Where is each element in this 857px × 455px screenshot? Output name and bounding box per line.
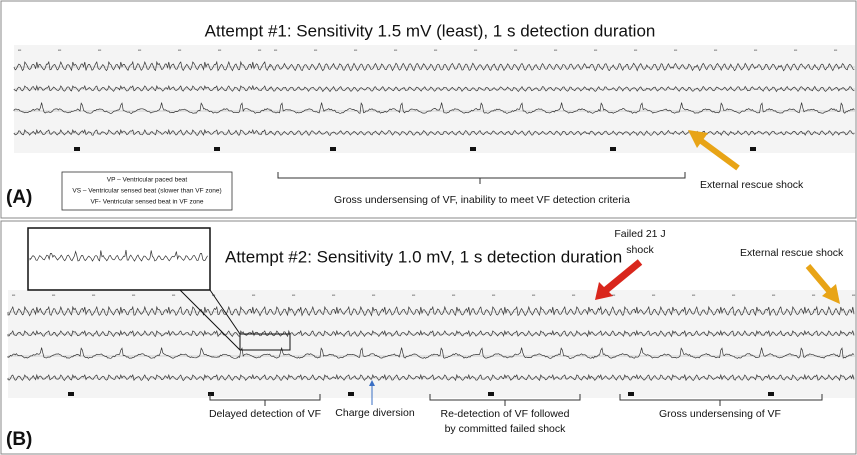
- ecg-annotation: ▪▪▪: [514, 48, 517, 52]
- ecg-paper: [270, 45, 855, 153]
- ecg-annotation: ▪▪▪: [652, 293, 655, 297]
- ecg-annotation: ▪▪▪: [474, 48, 477, 52]
- failed-shock-label: shock: [626, 244, 654, 256]
- arrow: [808, 266, 830, 292]
- arrow-label: External rescue shock: [740, 247, 844, 259]
- panel-b-title: Attempt #2: Sensitivity 1.0 mV, 1 s dete…: [225, 247, 622, 266]
- ecg-marker: [208, 392, 214, 396]
- ecg-marker: [750, 147, 756, 151]
- charge-diversion-label: Charge diversion: [335, 407, 415, 419]
- ecg-annotation: ▪▪▪: [412, 293, 415, 297]
- ecg-annotation: ▪▪▪: [314, 48, 317, 52]
- ecg-annotation: ▪▪▪: [12, 293, 15, 297]
- legend-entry: VF- Ventricular sensed beat in VF zone: [90, 199, 203, 206]
- arrow-label: External rescue shock: [700, 179, 804, 191]
- ecg-annotation: ▪▪▪: [572, 293, 575, 297]
- ecg-annotation: ▪▪▪: [554, 48, 557, 52]
- ecg-marker: [348, 392, 354, 396]
- figure: ▪▪▪ ▪▪▪ ▪▪▪ ▪▪▪ ▪▪▪ ▪▪▪ ▪▪▪ ▪▪▪ ▪▪▪ ▪▪▪ ▪▪▪ ▪▪▪ ▪▪▪ ▪…: [0, 0, 857, 455]
- legend-entry: VP – Ventricular paced beat: [107, 177, 188, 184]
- ecg-marker: [488, 392, 494, 396]
- ecg-annotation: ▪▪▪: [794, 48, 797, 52]
- ecg-annotation: ▪▪▪: [258, 48, 261, 52]
- ecg-annotation: ▪▪▪: [58, 48, 61, 52]
- ecg-paper: [8, 290, 855, 398]
- brace-label: Delayed detection of VF: [209, 408, 321, 420]
- ecg-annotation: ▪▪▪: [852, 293, 855, 297]
- ecg-annotation: ▪▪▪: [532, 293, 535, 297]
- ecg-annotation: ▪▪▪: [812, 293, 815, 297]
- ecg-annotation: ▪▪▪: [612, 293, 615, 297]
- ecg-marker: [214, 147, 220, 151]
- ecg-annotation: ▪▪▪: [692, 293, 695, 297]
- legend-entry: VS – Ventricular sensed beat (slower tha…: [72, 188, 221, 195]
- brace-label: Gross undersensing of VF, inability to m…: [334, 194, 630, 206]
- ecg-annotation: ▪▪▪: [252, 293, 255, 297]
- ecg-annotation: ▪▪▪: [132, 293, 135, 297]
- panel-a-title: Attempt #1: Sensitivity 1.5 mV (least), …: [205, 21, 656, 40]
- ecg-marker: [470, 147, 476, 151]
- ecg-annotation: ▪▪▪: [92, 293, 95, 297]
- ecg-annotation: ▪▪▪: [178, 48, 181, 52]
- ecg-annotation: ▪▪▪: [274, 48, 277, 52]
- ecg-annotation: ▪▪▪: [98, 48, 101, 52]
- ecg-annotation: ▪▪▪: [594, 48, 597, 52]
- ecg-annotation: ▪▪▪: [332, 293, 335, 297]
- ecg-annotation: ▪▪▪: [18, 48, 21, 52]
- ecg-annotation: ▪▪▪: [732, 293, 735, 297]
- brace: [278, 172, 685, 184]
- ecg-annotation: ▪▪▪: [394, 48, 397, 52]
- ecg-annotation: ▪▪▪: [772, 293, 775, 297]
- ecg-marker: [768, 392, 774, 396]
- ecg-marker: [330, 147, 336, 151]
- ecg-annotation: ▪▪▪: [218, 48, 221, 52]
- ecg-annotation: ▪▪▪: [714, 48, 717, 52]
- ecg-annotation: ▪▪▪: [354, 48, 357, 52]
- ecg-annotation: ▪▪▪: [674, 48, 677, 52]
- ecg-annotation: ▪▪▪: [52, 293, 55, 297]
- ecg-annotation: ▪▪▪: [172, 293, 175, 297]
- panel-b-label: (B): [6, 429, 32, 450]
- ecg-annotation: ▪▪▪: [834, 48, 837, 52]
- ecg-annotation: ▪▪▪: [138, 48, 141, 52]
- failed-shock-label: Failed 21 J: [614, 228, 665, 240]
- ecg-marker: [68, 392, 74, 396]
- ecg-annotation: ▪▪▪: [754, 48, 757, 52]
- ecg-marker: [628, 392, 634, 396]
- ecg-marker: [610, 147, 616, 151]
- ecg-annotation: ▪▪▪: [634, 48, 637, 52]
- ecg-annotation: ▪▪▪: [292, 293, 295, 297]
- brace-label: Gross undersensing of VF: [659, 408, 781, 420]
- ecg-annotation: ▪▪▪: [492, 293, 495, 297]
- ecg-annotation: ▪▪▪: [452, 293, 455, 297]
- ecg-annotation: ▪▪▪: [372, 293, 375, 297]
- ecg-paper: [14, 45, 270, 153]
- brace-label: Re-detection of VF followed: [441, 408, 570, 420]
- ecg-marker: [74, 147, 80, 151]
- ecg-annotation: ▪▪▪: [434, 48, 437, 52]
- brace-label: by committed failed shock: [445, 423, 567, 435]
- panel-a-label: (A): [6, 187, 32, 208]
